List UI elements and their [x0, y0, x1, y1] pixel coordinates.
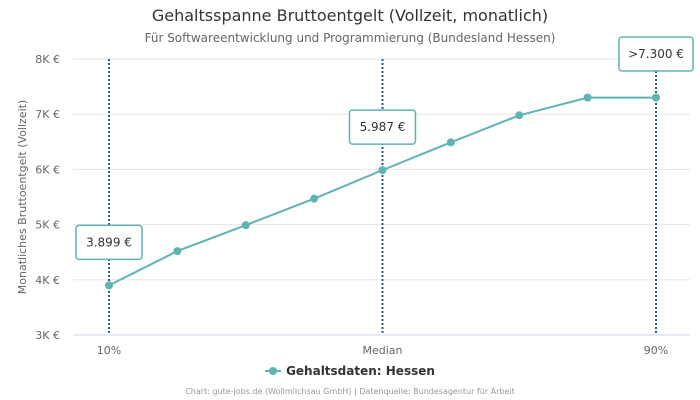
y-tick-label: 7K € [35, 108, 60, 121]
value-label: 5.987 € [348, 109, 417, 145]
data-point[interactable] [310, 194, 319, 203]
y-tick-label: 4K € [35, 274, 60, 287]
value-label-box [348, 109, 417, 145]
value-labels: 3.899 € 5.987 € >7.300 € [75, 36, 694, 261]
data-point[interactable] [378, 166, 387, 175]
data-point[interactable] [241, 221, 250, 230]
value-label-text: >7.300 € [628, 47, 684, 61]
credits: Chart: gute-jobs.de (Wollmilchsau GmbH) … [185, 387, 515, 396]
x-tick-label: 90% [644, 344, 668, 357]
data-point[interactable] [173, 247, 182, 256]
value-label-box [75, 224, 143, 261]
y-tick-label: 6K € [35, 163, 60, 176]
y-axis-title: Monatliches Bruttoentgelt (Vollzeit) [16, 100, 29, 294]
value-label-text: 3.899 € [86, 235, 132, 249]
value-label-text: 5.987 € [360, 120, 406, 134]
x-axis: 10% Median 90% [73, 334, 690, 357]
chart-subtitle: Für Softwareentwicklung und Programmieru… [144, 31, 556, 45]
value-label-box [618, 36, 694, 72]
data-point[interactable] [446, 138, 455, 147]
y-tick-label: 8K € [35, 53, 60, 66]
legend[interactable]: Gehaltsdaten: Hessen [0, 364, 700, 378]
x-tick-label: 10% [97, 344, 121, 357]
legend-label: Gehaltsdaten: Hessen [286, 364, 435, 378]
chart-title: Gehaltsspanne Bruttoentgelt (Vollzeit, m… [151, 6, 549, 25]
data-point[interactable] [652, 93, 660, 102]
data-point[interactable] [105, 281, 113, 290]
y-tick-label: 3K € [35, 329, 60, 342]
x-tick-label: Median [362, 344, 402, 357]
data-point[interactable] [515, 111, 524, 120]
legend-marker-icon [265, 366, 282, 376]
series-group [105, 93, 660, 290]
y-axis: 3K € 4K € 5K € 6K € 7K € 8K € [35, 53, 60, 342]
y-tick-label: 5K € [35, 219, 60, 232]
value-label: >7.300 € [618, 36, 694, 72]
value-label: 3.899 € [75, 224, 143, 261]
data-point[interactable] [583, 93, 592, 102]
